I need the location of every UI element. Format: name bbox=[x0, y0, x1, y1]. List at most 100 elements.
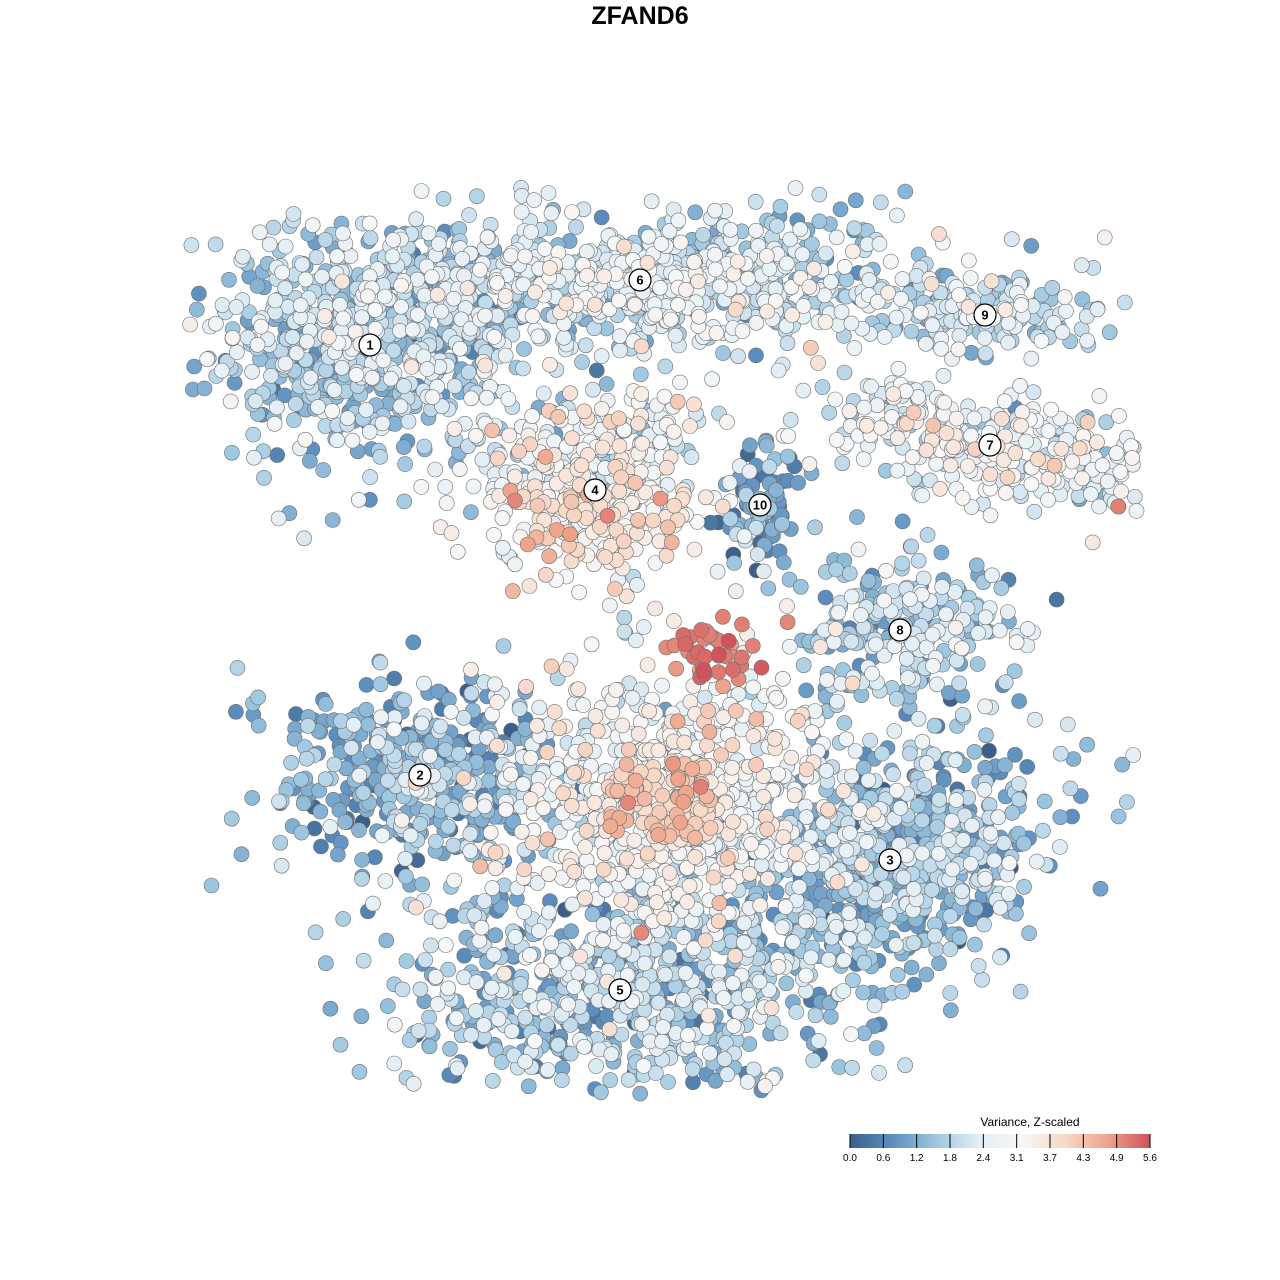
data-point bbox=[819, 672, 835, 688]
data-point bbox=[814, 379, 831, 395]
data-point bbox=[929, 819, 946, 835]
data-point bbox=[524, 408, 540, 425]
data-point bbox=[719, 414, 735, 430]
data-point bbox=[432, 718, 449, 735]
data-point bbox=[680, 1027, 696, 1043]
data-point bbox=[429, 996, 446, 1012]
data-point bbox=[976, 781, 993, 798]
data-point bbox=[486, 527, 502, 543]
data-point bbox=[1054, 324, 1071, 341]
data-point bbox=[670, 212, 687, 229]
data-point bbox=[1000, 334, 1017, 351]
data-point bbox=[633, 1016, 650, 1032]
data-point bbox=[725, 1018, 742, 1034]
data-point bbox=[903, 959, 920, 976]
data-point bbox=[779, 448, 796, 465]
data-point bbox=[735, 934, 752, 951]
data-point bbox=[362, 469, 378, 485]
data-point bbox=[1052, 839, 1068, 855]
data-point bbox=[734, 323, 751, 339]
data-point bbox=[1062, 780, 1079, 797]
data-point bbox=[938, 606, 954, 623]
data-point bbox=[354, 870, 370, 887]
data-point bbox=[452, 340, 468, 357]
data-point bbox=[375, 352, 392, 369]
data-point bbox=[868, 885, 885, 902]
data-point bbox=[954, 883, 970, 900]
data-point bbox=[739, 1074, 756, 1090]
data-point bbox=[367, 849, 383, 866]
data-point bbox=[643, 193, 660, 210]
data-point bbox=[897, 183, 914, 200]
data-point bbox=[361, 423, 378, 440]
data-point bbox=[385, 232, 402, 248]
data-point bbox=[214, 297, 231, 313]
data-point bbox=[1035, 822, 1051, 839]
data-point bbox=[377, 873, 394, 889]
data-point bbox=[585, 381, 601, 398]
data-point bbox=[244, 363, 260, 380]
data-point bbox=[233, 846, 250, 863]
data-point bbox=[507, 556, 523, 573]
data-point bbox=[324, 512, 341, 528]
data-point bbox=[186, 358, 202, 375]
data-point bbox=[810, 1033, 827, 1049]
data-point bbox=[1021, 925, 1037, 942]
data-point bbox=[886, 723, 903, 739]
data-point bbox=[462, 826, 479, 842]
data-point bbox=[494, 510, 511, 527]
data-point bbox=[652, 279, 668, 296]
data-point bbox=[647, 306, 664, 323]
data-point bbox=[632, 366, 649, 383]
data-point bbox=[536, 241, 553, 257]
data-point bbox=[293, 771, 309, 788]
data-point bbox=[285, 206, 302, 222]
data-point bbox=[950, 341, 967, 358]
data-point bbox=[993, 580, 1010, 596]
data-point bbox=[430, 683, 447, 700]
data-point bbox=[574, 354, 590, 370]
data-point bbox=[396, 493, 413, 510]
data-point bbox=[779, 335, 796, 352]
data-point bbox=[1004, 804, 1021, 821]
data-point bbox=[635, 1058, 652, 1074]
data-point bbox=[828, 432, 845, 448]
data-point bbox=[463, 390, 480, 407]
data-point bbox=[487, 927, 504, 944]
data-point bbox=[702, 1045, 718, 1062]
data-point bbox=[992, 899, 1009, 916]
data-point bbox=[317, 696, 334, 712]
data-point bbox=[866, 997, 883, 1014]
data-point bbox=[472, 262, 488, 278]
data-point bbox=[503, 247, 519, 264]
data-point bbox=[203, 877, 220, 894]
data-point bbox=[437, 742, 454, 758]
data-point bbox=[654, 677, 670, 694]
data-point bbox=[413, 479, 430, 495]
data-point bbox=[1111, 408, 1127, 424]
data-point bbox=[523, 224, 539, 240]
data-point bbox=[339, 410, 356, 427]
data-point bbox=[787, 180, 804, 196]
data-point bbox=[882, 253, 899, 270]
data-point bbox=[908, 268, 925, 284]
data-point bbox=[716, 1051, 733, 1067]
data-point bbox=[468, 974, 485, 991]
data-point bbox=[563, 923, 579, 940]
data-point bbox=[683, 449, 700, 466]
data-point bbox=[1125, 747, 1141, 763]
data-point bbox=[593, 209, 610, 226]
data-point bbox=[564, 204, 580, 220]
data-point bbox=[395, 439, 412, 455]
data-point bbox=[374, 415, 391, 432]
data-point bbox=[999, 604, 1016, 620]
data-point bbox=[313, 838, 329, 855]
data-point bbox=[332, 1036, 349, 1053]
data-point bbox=[890, 360, 907, 377]
data-point bbox=[970, 625, 987, 641]
data-point bbox=[256, 469, 272, 486]
data-point bbox=[380, 772, 396, 789]
data-point bbox=[481, 773, 497, 789]
data-point bbox=[844, 1060, 860, 1076]
data-point bbox=[900, 670, 916, 686]
